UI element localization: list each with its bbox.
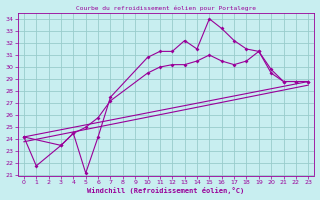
X-axis label: Windchill (Refroidissement éolien,°C): Windchill (Refroidissement éolien,°C) bbox=[87, 187, 245, 194]
Title: Courbe du refroidissement éolien pour Portalegre: Courbe du refroidissement éolien pour Po… bbox=[76, 6, 256, 11]
